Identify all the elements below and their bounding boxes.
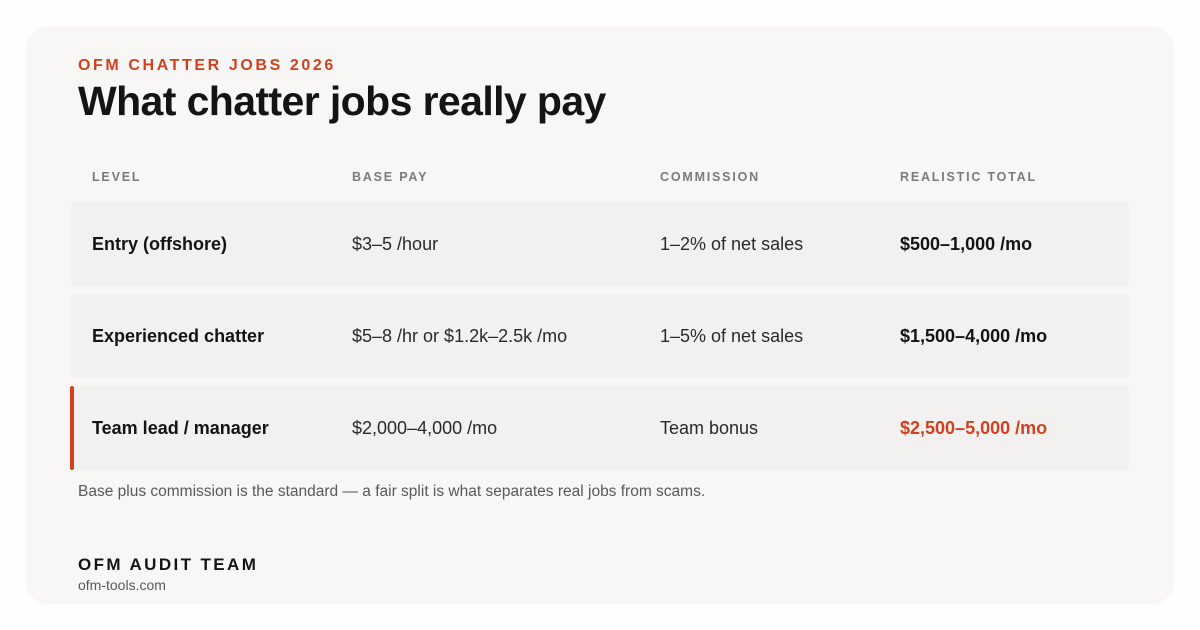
- table-row: Entry (offshore) $3–5 /hour 1–2% of net …: [70, 202, 1130, 286]
- row-commission: 1–5% of net sales: [660, 326, 804, 346]
- column-header-base-pay: BASE PAY: [352, 170, 429, 184]
- row-commission: Team bonus: [660, 418, 759, 438]
- row-level: Team lead / manager: [92, 418, 269, 438]
- table-row-highlighted: Team lead / manager $2,000–4,000 /mo Tea…: [70, 386, 1130, 470]
- row-total: $2,500–5,000 /mo: [900, 418, 1048, 438]
- column-header-realistic-total: REALISTIC TOTAL: [900, 170, 1037, 184]
- row-base-pay: $5–8 /hr or $1.2k–2.5k /mo: [352, 326, 568, 346]
- row-total: $1,500–4,000 /mo: [900, 326, 1048, 346]
- row-level: Entry (offshore): [92, 234, 227, 254]
- eyebrow-label: OFM CHATTER JOBS 2026: [78, 57, 336, 74]
- table-header: LEVEL BASE PAY COMMISSION REALISTIC TOTA…: [70, 170, 1130, 186]
- brand-name: OFM AUDIT TEAM: [78, 555, 259, 574]
- page-title: What chatter jobs really pay: [78, 78, 606, 124]
- pricing-card: OFM CHATTER JOBS 2026 What chatter jobs …: [26, 26, 1174, 604]
- table-row: Experienced chatter $5–8 /hr or $1.2k–2.…: [70, 294, 1130, 378]
- row-level: Experienced chatter: [92, 326, 265, 346]
- row-total: $500–1,000 /mo: [900, 234, 1033, 254]
- pay-table: Entry (offshore) $3–5 /hour 1–2% of net …: [70, 202, 1130, 478]
- row-commission: 1–2% of net sales: [660, 234, 804, 254]
- footnote-text: Base plus commission is the standard — a…: [78, 483, 706, 500]
- column-header-level: LEVEL: [92, 170, 142, 184]
- row-base-pay: $3–5 /hour: [352, 234, 439, 254]
- row-base-pay: $2,000–4,000 /mo: [352, 418, 498, 438]
- column-header-commission: COMMISSION: [660, 170, 760, 184]
- brand-domain: ofm-tools.com: [78, 577, 166, 593]
